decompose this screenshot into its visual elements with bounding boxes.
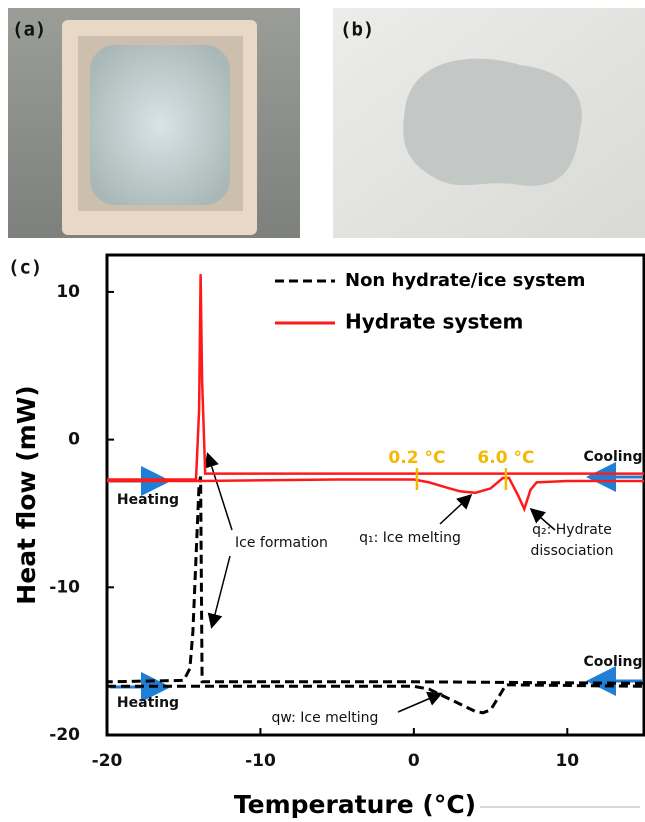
data-line bbox=[107, 477, 644, 713]
x-tick-label: -20 bbox=[92, 751, 123, 771]
y-tick-label: 0 bbox=[68, 430, 80, 450]
y-tick-label: -10 bbox=[49, 577, 80, 597]
photo-b bbox=[333, 8, 645, 238]
x-tick-label: 10 bbox=[555, 751, 579, 771]
annotation: Ice formation bbox=[235, 535, 328, 551]
x-axis-label: Temperature (°C) bbox=[234, 790, 476, 819]
annotation: q₂: Hydrate bbox=[532, 522, 612, 538]
legend-label: Hydrate system bbox=[345, 310, 523, 334]
x-tick-label: 0 bbox=[408, 751, 420, 771]
y-axis-label: Heat flow (mW) bbox=[12, 385, 41, 604]
panel-label: (a) bbox=[12, 19, 46, 41]
legend-label: Non hydrate/ice system bbox=[345, 270, 585, 291]
annotation: Cooling bbox=[583, 449, 642, 465]
figure: (a) (b) (c) -20 -10 0 10 -20 -10 0 10 Temperatur… bbox=[0, 0, 645, 822]
marker-label: 0.2 °C bbox=[388, 448, 445, 468]
annotation: q₁: Ice melting bbox=[359, 530, 461, 546]
annotation: Heating bbox=[117, 492, 179, 508]
marker-label: 6.0 °C bbox=[477, 448, 534, 468]
annotation: qw: Ice melting bbox=[272, 710, 379, 726]
panel-label: (c) bbox=[8, 257, 42, 279]
panel-label: (b) bbox=[340, 19, 374, 41]
annotation: Cooling bbox=[583, 654, 642, 670]
annotation: dissociation bbox=[531, 543, 614, 559]
y-tick-label: -20 bbox=[49, 725, 80, 745]
x-tick-label: -10 bbox=[245, 751, 276, 771]
photo-a bbox=[8, 8, 300, 238]
y-tick-label: 10 bbox=[56, 282, 80, 302]
annotation: Heating bbox=[117, 695, 179, 711]
